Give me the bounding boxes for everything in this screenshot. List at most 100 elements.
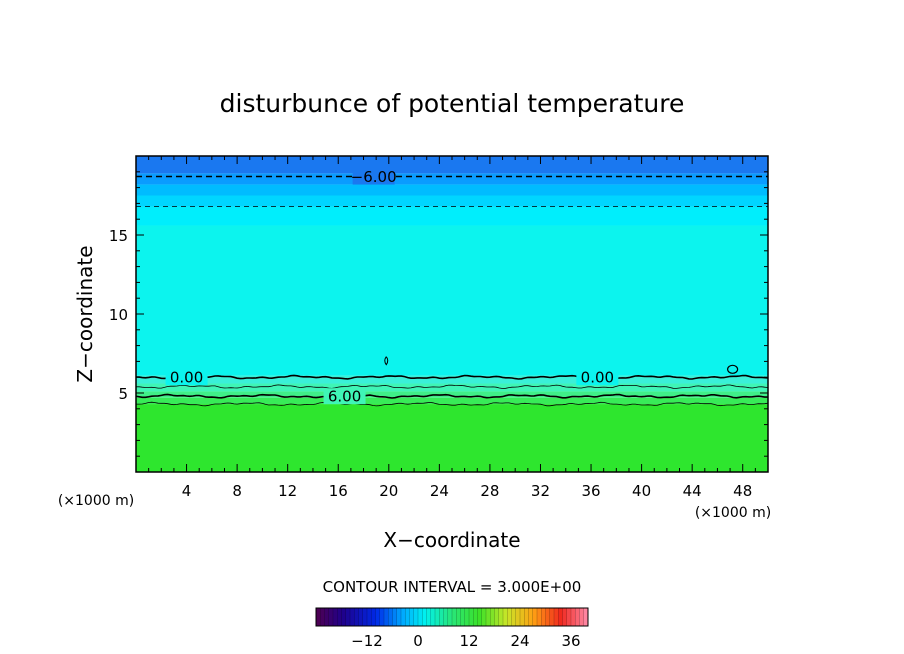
color-band-0 <box>136 404 768 472</box>
colorbar-cell <box>430 608 436 626</box>
colorbar-cell <box>371 608 376 626</box>
colorbar-cell <box>418 608 423 626</box>
x-tick-label: 28 <box>480 482 499 500</box>
colorbar-cell <box>562 608 568 626</box>
contour-interval-text: CONTOUR INTERVAL = 3.000E+00 <box>323 578 582 596</box>
colorbar-cell <box>388 608 393 626</box>
x-tick-label: 16 <box>329 482 348 500</box>
colorbar-cell <box>443 608 449 626</box>
x-tick-label: 24 <box>430 482 449 500</box>
colorbar-cell <box>320 608 325 626</box>
colorbar-frame <box>315 607 589 627</box>
x-tick-label: 12 <box>278 482 297 500</box>
x-tick-label: 20 <box>379 482 398 500</box>
colorbar-cell <box>481 608 487 626</box>
colorbar-cell <box>337 608 342 626</box>
color-band-6 <box>136 206 768 226</box>
colorbar-cell <box>367 608 372 626</box>
colorbar-cell <box>571 608 576 626</box>
colorbar-cell <box>486 608 491 626</box>
colorbar-cell <box>494 608 500 626</box>
y-tick-label: 5 <box>118 385 128 403</box>
contour-label-bg <box>576 369 619 386</box>
y-tick-label: 10 <box>109 306 128 324</box>
colorbar-tick-label: 0 <box>413 632 423 650</box>
colorbar-tick-label: 24 <box>510 632 529 650</box>
contour-label-bg <box>165 369 208 386</box>
contour-blob <box>384 356 389 366</box>
contour-label-bg <box>323 388 366 405</box>
colorbar-cell <box>503 608 508 626</box>
x-tick-label: 40 <box>632 482 651 500</box>
colorbar-cell <box>324 608 330 626</box>
colorbar-cell <box>426 608 432 626</box>
colorbar-cell <box>396 608 402 626</box>
contour-line-5 <box>136 401 769 407</box>
colorbar-cell <box>345 608 351 626</box>
colorbar-cell <box>358 608 364 626</box>
colorbar-cell <box>532 608 538 626</box>
colorbar-cell <box>558 608 563 626</box>
colorbar-cell <box>554 608 559 626</box>
colorbar-ticks: −12 0 12 24 36 <box>351 632 580 650</box>
colorbar-cell <box>490 608 495 626</box>
contour-label: 0.00 <box>170 369 203 387</box>
colorbar-cell <box>375 608 381 626</box>
colorbar-cell <box>413 608 419 626</box>
x-axis: 4 8 12 16 20 24 28 32 36 40 44 48 <box>148 156 756 500</box>
color-band-4 <box>136 375 768 384</box>
x-unit-left: (×1000 m) <box>58 493 134 509</box>
colorbar-cell <box>528 608 534 626</box>
contour-label: 6.00 <box>328 388 361 406</box>
chart-title: disturbunce of potential temperature <box>220 89 685 118</box>
y-tick-label: 15 <box>109 227 128 245</box>
contour-label: −6.00 <box>351 168 397 186</box>
color-band-10 <box>136 156 768 174</box>
colorbar-cell <box>545 608 551 626</box>
color-band-7 <box>136 195 768 207</box>
colorbar-cell <box>354 608 359 626</box>
x-tick-label: 44 <box>683 482 702 500</box>
contour-blob <box>727 364 739 374</box>
colorbar-cell <box>350 608 355 626</box>
colorbar-tick-label: 12 <box>459 632 478 650</box>
colorbar-cell <box>362 608 368 626</box>
colorbar-cell <box>460 608 466 626</box>
y-axis-label: Z−coordinate <box>73 245 97 382</box>
plot-area <box>136 156 768 472</box>
colorbar-cell <box>316 608 321 626</box>
color-band-2 <box>136 391 768 398</box>
colorbar-cell <box>341 608 347 626</box>
colorbar-tick-label: 36 <box>561 632 580 650</box>
colorbar-cell <box>392 608 398 626</box>
colorbar-cell <box>328 608 334 626</box>
colorbar-cell <box>464 608 470 626</box>
color-band-8 <box>136 184 768 196</box>
colorbar-cell <box>583 608 589 626</box>
contour-line-2 <box>135 374 769 380</box>
colorbar-cell <box>524 608 529 626</box>
colorbar-cell <box>469 608 474 626</box>
colorbar-cell <box>477 608 483 626</box>
x-tick-label: 8 <box>232 482 242 500</box>
x-tick-label: 4 <box>182 482 192 500</box>
colorbar-cell <box>473 608 478 626</box>
colorbar-cell <box>520 608 525 626</box>
colorbar-tick-label: −12 <box>351 632 383 650</box>
colorbar-cell <box>435 608 440 626</box>
colorbar-cell <box>541 608 546 626</box>
contour-line-3 <box>136 384 769 389</box>
colorbar-cell <box>422 608 427 626</box>
colorbar-cell <box>579 608 585 626</box>
contour-line-4 <box>135 393 768 399</box>
x-tick-label: 32 <box>531 482 550 500</box>
colorbar-cell <box>405 608 410 626</box>
contour-lines <box>135 175 769 407</box>
colorbar <box>315 607 589 627</box>
colorbar-cell <box>456 608 461 626</box>
colorbar-cell <box>537 608 542 626</box>
colorbar-cell <box>384 608 389 626</box>
colorbar-cell <box>409 608 415 626</box>
colorbar-cell <box>566 608 572 626</box>
